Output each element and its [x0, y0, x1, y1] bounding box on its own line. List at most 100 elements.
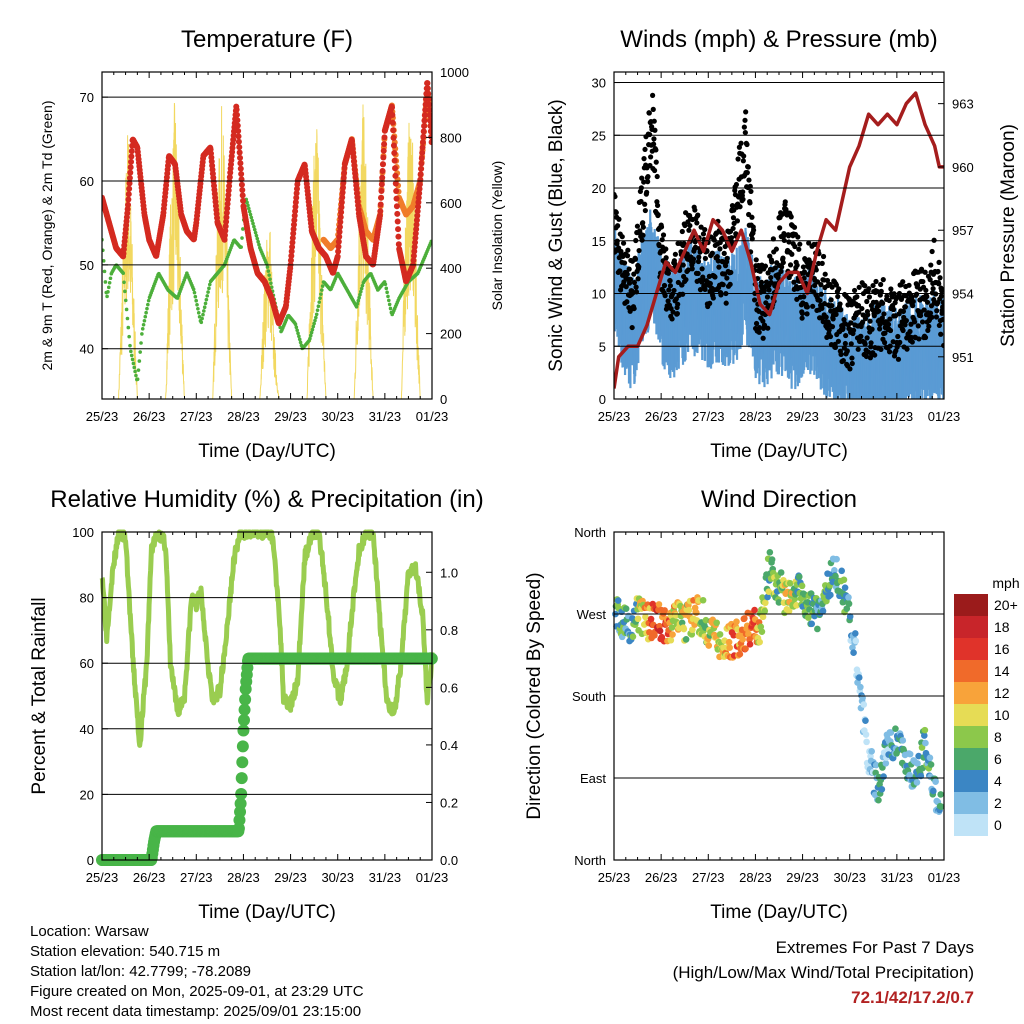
- y-right-tick-label: 1000: [440, 65, 469, 80]
- direction-point: [846, 613, 854, 620]
- t2m-point: [389, 119, 396, 126]
- dewpoint-point: [248, 212, 253, 217]
- dewpoint-point: [296, 331, 300, 336]
- gust-point: [686, 227, 692, 233]
- x-tick-label: 31/23: [369, 870, 402, 885]
- gust-point: [733, 181, 740, 188]
- gust-point: [869, 326, 875, 332]
- gust-point: [617, 268, 623, 274]
- gust-point: [770, 236, 776, 242]
- dewpoint-point: [207, 282, 212, 287]
- gust-point: [878, 346, 884, 353]
- t2m-point: [389, 112, 396, 119]
- dewpoint-point: [102, 248, 105, 253]
- t2m-point: [224, 196, 231, 203]
- gust-point: [616, 216, 622, 222]
- y-tick-label: 40: [80, 722, 94, 737]
- gust-point: [849, 360, 855, 367]
- t2m-point: [413, 221, 420, 228]
- gust-point: [692, 244, 699, 250]
- direction-point: [845, 594, 852, 601]
- direction-point: [699, 596, 707, 604]
- gust-point: [844, 348, 850, 354]
- gust-point: [700, 231, 707, 237]
- dewpoint-point: [106, 285, 111, 290]
- gust-point: [745, 164, 751, 170]
- x-tick-label: 28/23: [227, 409, 260, 424]
- gust-point: [801, 294, 807, 300]
- gust-point: [821, 301, 828, 307]
- dewpoint-point: [266, 269, 271, 273]
- dewpoint-point: [314, 312, 319, 317]
- dewpoint-point: [357, 295, 361, 300]
- gust-point: [787, 262, 794, 268]
- gust-point: [902, 304, 908, 310]
- gust-point: [915, 282, 921, 288]
- gust-point: [909, 294, 915, 301]
- gust-point: [855, 346, 861, 352]
- t2m-point: [420, 133, 427, 140]
- gust-point: [871, 313, 877, 319]
- dewpoint-point: [105, 294, 109, 299]
- gust-point: [687, 222, 693, 229]
- gust-point: [645, 179, 651, 185]
- direction-point: [614, 597, 622, 604]
- gust-point: [779, 211, 785, 217]
- gust-point: [856, 309, 862, 315]
- t2m-point: [393, 195, 400, 202]
- y-right-tick-label: 800: [440, 130, 462, 145]
- direction-point: [768, 556, 776, 563]
- gust-point: [765, 325, 771, 331]
- dewpoint-point: [247, 206, 251, 211]
- dewpoint-point: [241, 227, 245, 231]
- t2m-point: [225, 187, 232, 194]
- t2m-point: [416, 181, 423, 188]
- t2m-point: [419, 149, 426, 156]
- gust-point: [910, 303, 916, 309]
- x-tick-label: 01/23: [416, 409, 449, 424]
- t2m-point: [126, 180, 133, 187]
- gust-point: [923, 287, 929, 293]
- gust-point: [924, 293, 930, 300]
- gust-point: [906, 282, 912, 288]
- precip-point: [234, 797, 247, 810]
- direction-point: [765, 588, 773, 595]
- dewpoint-point: [310, 327, 315, 332]
- gust-point: [715, 258, 721, 264]
- dewpoint-point: [123, 298, 128, 303]
- gust-point: [750, 227, 757, 233]
- t2m-point: [425, 90, 432, 97]
- t2m-point: [377, 208, 384, 215]
- dewpoint-point: [314, 315, 318, 320]
- gust-point: [940, 316, 944, 323]
- gust-point: [672, 251, 678, 257]
- dewpoint-point: [359, 286, 364, 291]
- gust-point: [928, 262, 934, 268]
- gust-point: [938, 331, 944, 337]
- x-tick-label: 26/23: [133, 409, 166, 424]
- gust-point: [840, 357, 846, 364]
- gust-point: [916, 336, 922, 342]
- temperature-plot-area: [102, 80, 432, 399]
- gust-point: [696, 254, 702, 260]
- gust-point: [921, 307, 927, 313]
- gust-point: [823, 314, 829, 320]
- direction-point: [862, 717, 869, 724]
- gust-point: [651, 167, 658, 174]
- gust-point: [626, 266, 632, 272]
- dewpoint-point: [107, 280, 112, 285]
- t2m-point: [379, 174, 386, 181]
- gust-point: [737, 204, 743, 210]
- dewpoint-point: [207, 286, 211, 291]
- t2m-point: [416, 185, 423, 192]
- t2m-point: [289, 239, 296, 246]
- chart-title: Relative Humidity (%) & Precipitation (i…: [50, 486, 483, 513]
- gust-point: [927, 277, 933, 283]
- dewpoint-point: [268, 277, 272, 281]
- t2m-point: [421, 112, 428, 119]
- t2m-point: [395, 226, 402, 233]
- dewpoint-point: [192, 290, 197, 295]
- gust-point: [741, 124, 747, 130]
- gust-point: [650, 92, 656, 98]
- direction-point: [668, 624, 676, 631]
